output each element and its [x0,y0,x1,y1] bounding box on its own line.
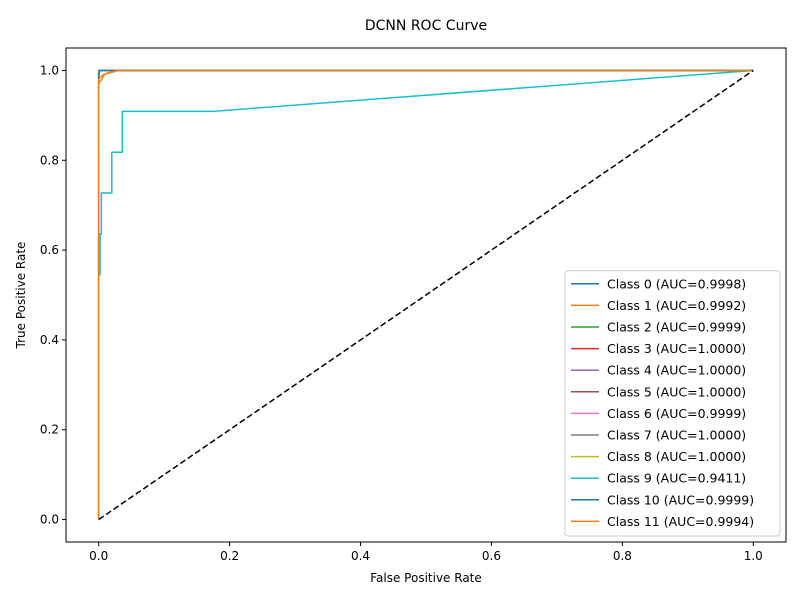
legend-label: Class 9 (AUC=0.9411) [607,471,746,486]
plot-frame [65,47,787,543]
legend-label: Class 1 (AUC=0.9992) [607,298,746,313]
legend-label: Class 5 (AUC=1.0000) [607,384,746,399]
series-line-class-9 [97,69,754,520]
y-axis: 0.0 0.2 0.4 0.6 0.8 1.0 [40,63,66,527]
x-tick-label: 1.0 [744,549,763,563]
x-axis-label: False Positive Rate [370,571,482,585]
legend: Class 0 (AUC=0.9998) Class 1 (AUC=0.9992)… [564,270,781,537]
legend-label: Class 3 (AUC=1.0000) [607,341,746,356]
x-tick-label: 0.0 [89,549,108,563]
x-tick-label: 0.6 [482,549,501,563]
y-axis-label: True Positive Rate [14,242,28,350]
y-tick-label: 0.0 [40,513,59,527]
x-tick-label: 0.4 [351,549,370,563]
legend-label: Class 0 (AUC=0.9998) [607,276,746,291]
legend-label: Class 6 (AUC=0.9999) [607,406,746,421]
legend-box [564,270,781,537]
x-tick-label: 0.2 [220,549,239,563]
legend-label: Class 4 (AUC=1.0000) [607,363,746,378]
legend-label: Class 2 (AUC=0.9999) [607,320,746,335]
y-tick-label: 1.0 [40,63,59,77]
plot-area [97,69,754,521]
legend-label: Class 11 (AUC=0.9994) [607,514,754,529]
y-tick-label: 0.2 [40,423,59,437]
chart-title: DCNN ROC Curve [365,18,487,34]
legend-label: Class 7 (AUC=1.0000) [607,428,746,443]
y-tick-label: 0.4 [40,333,59,347]
y-tick-label: 0.8 [40,153,59,167]
legend-label: Class 10 (AUC=0.9999) [607,492,754,507]
legend-label: Class 8 (AUC=1.0000) [607,449,746,464]
x-tick-label: 0.8 [613,549,632,563]
y-tick-label: 0.6 [40,243,59,257]
x-axis: 0.0 0.2 0.4 0.6 0.8 1.0 [89,542,763,563]
series-line-class-11 [97,69,754,520]
diagonal-reference-line [98,69,754,521]
